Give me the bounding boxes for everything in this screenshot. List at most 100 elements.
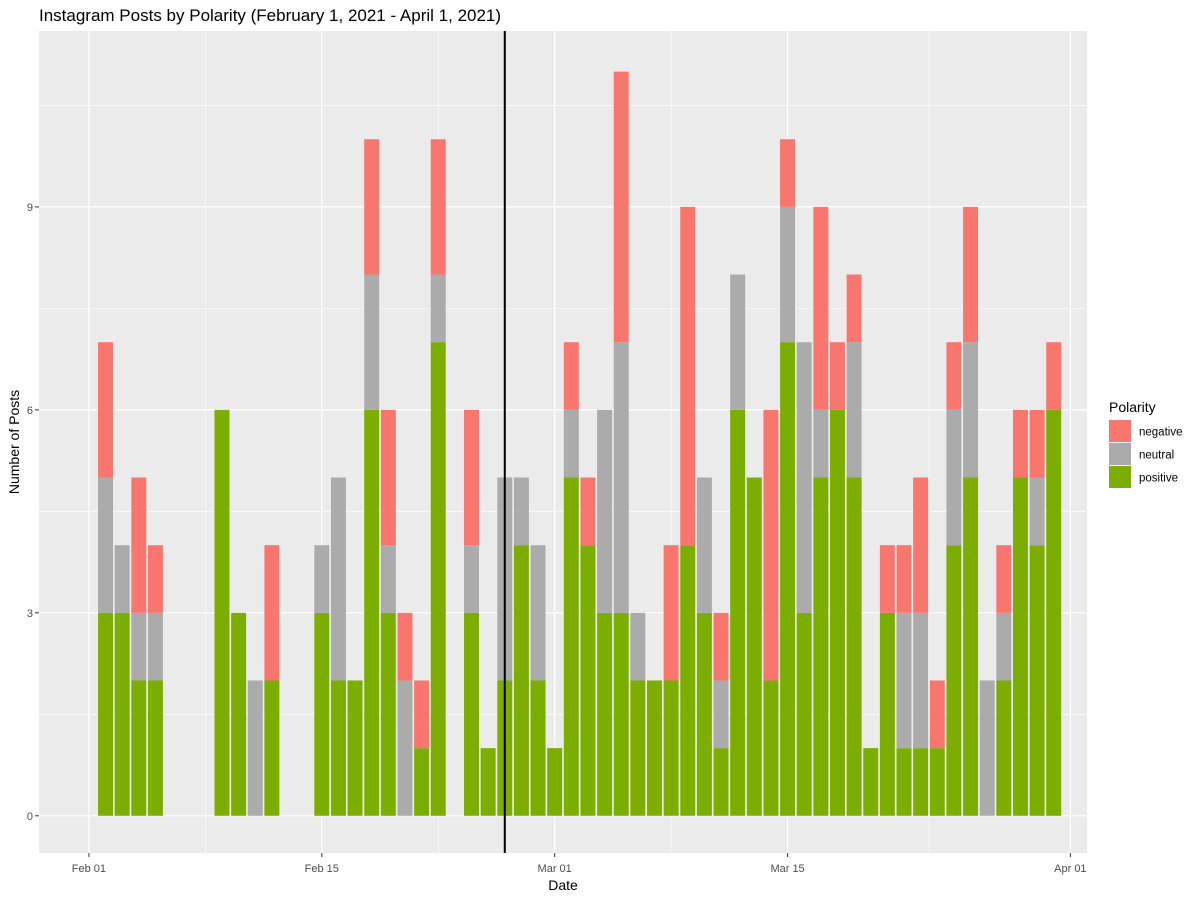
bar-negative bbox=[430, 139, 446, 275]
bar-negative bbox=[580, 477, 596, 546]
bar-neutral bbox=[131, 612, 147, 681]
bar-positive bbox=[946, 545, 962, 816]
bar-positive bbox=[746, 477, 762, 816]
bar-positive bbox=[330, 680, 346, 816]
bar-neutral bbox=[796, 342, 812, 613]
bar-positive bbox=[414, 748, 430, 816]
bar-positive bbox=[963, 477, 979, 816]
bar-positive bbox=[796, 612, 812, 816]
bar-positive bbox=[863, 748, 879, 816]
bar-positive bbox=[929, 748, 945, 816]
legend-key-positive bbox=[1109, 466, 1131, 488]
bar-neutral bbox=[147, 612, 163, 681]
legend-title: Polarity bbox=[1109, 399, 1156, 415]
bar-neutral bbox=[563, 409, 579, 478]
bar-positive bbox=[829, 409, 845, 816]
bar-positive bbox=[663, 680, 679, 816]
bar-positive bbox=[464, 612, 479, 816]
bar-neutral bbox=[114, 545, 130, 613]
bar-positive bbox=[563, 477, 579, 816]
bar-negative bbox=[98, 342, 114, 478]
bar-positive bbox=[380, 612, 396, 816]
bar-neutral bbox=[530, 545, 546, 681]
bar-positive bbox=[813, 477, 829, 816]
x-tick-label: Apr 01 bbox=[1054, 863, 1086, 875]
bar-negative bbox=[1012, 409, 1028, 478]
bar-neutral bbox=[979, 680, 995, 816]
legend-label-negative: negative bbox=[1139, 427, 1182, 439]
bar-positive bbox=[730, 409, 746, 816]
bar-neutral bbox=[597, 409, 613, 613]
legend: Polarity negative neutral positive bbox=[1109, 399, 1182, 488]
bar-positive bbox=[647, 680, 662, 816]
bar-neutral bbox=[813, 409, 829, 478]
bar-neutral bbox=[513, 477, 529, 546]
legend-label-positive: positive bbox=[1139, 473, 1178, 485]
bar-negative bbox=[996, 545, 1012, 613]
bar-negative bbox=[846, 274, 862, 343]
bar-negative bbox=[963, 206, 979, 343]
bar-neutral bbox=[1029, 477, 1045, 546]
bar-negative bbox=[829, 342, 845, 410]
bar-neutral bbox=[397, 680, 413, 816]
bar-positive bbox=[597, 612, 613, 816]
bar-positive bbox=[680, 545, 696, 816]
bar-positive bbox=[547, 748, 563, 816]
bar-positive bbox=[580, 545, 596, 816]
bar-negative bbox=[1046, 342, 1062, 410]
bar-positive bbox=[913, 748, 929, 816]
bar-neutral bbox=[247, 680, 263, 816]
x-axis-title: Date bbox=[548, 877, 578, 893]
bars bbox=[98, 71, 1062, 816]
bar-positive bbox=[1012, 477, 1028, 816]
y-tick-label: 0 bbox=[27, 811, 33, 823]
bar-negative bbox=[131, 477, 147, 613]
bar-positive bbox=[480, 748, 496, 816]
x-tick-label: Mar 15 bbox=[770, 863, 804, 875]
bar-positive bbox=[1029, 545, 1045, 816]
bar-positive bbox=[131, 680, 147, 816]
bar-neutral bbox=[963, 342, 979, 478]
bar-positive bbox=[780, 342, 796, 816]
bar-positive bbox=[879, 612, 895, 816]
bar-positive bbox=[530, 680, 546, 816]
bar-positive bbox=[98, 612, 114, 816]
y-tick-label: 3 bbox=[27, 608, 33, 620]
bar-neutral bbox=[630, 612, 646, 681]
x-tick-label: Mar 01 bbox=[538, 863, 572, 875]
bar-negative bbox=[713, 612, 729, 681]
bar-positive bbox=[214, 409, 230, 816]
bar-positive bbox=[314, 612, 330, 816]
bar-neutral bbox=[314, 545, 330, 613]
bar-neutral bbox=[730, 274, 746, 410]
bar-positive bbox=[147, 680, 163, 816]
bar-positive bbox=[231, 612, 247, 816]
bar-neutral bbox=[713, 680, 729, 749]
bar-negative bbox=[563, 342, 579, 410]
legend-label-neutral: neutral bbox=[1139, 450, 1174, 462]
bar-neutral bbox=[364, 274, 380, 410]
bar-positive bbox=[1046, 409, 1062, 816]
bar-neutral bbox=[913, 612, 929, 749]
y-axis: 0 3 6 9 bbox=[27, 202, 39, 823]
bar-positive bbox=[846, 477, 862, 816]
bar-neutral bbox=[846, 342, 862, 478]
bar-positive bbox=[763, 680, 779, 816]
bar-positive bbox=[696, 612, 712, 816]
bar-negative bbox=[780, 139, 796, 207]
legend-key-negative bbox=[1109, 420, 1131, 442]
y-tick-label: 6 bbox=[27, 405, 33, 417]
bar-negative bbox=[896, 545, 912, 613]
bar-positive bbox=[264, 680, 280, 816]
bar-negative bbox=[147, 545, 163, 613]
bar-positive bbox=[713, 748, 729, 816]
legend-key-neutral bbox=[1109, 443, 1131, 465]
bar-positive bbox=[630, 680, 646, 816]
bar-neutral bbox=[380, 545, 396, 613]
plot-panel bbox=[39, 31, 1087, 853]
bar-negative bbox=[364, 139, 380, 275]
bar-negative bbox=[1029, 409, 1045, 478]
x-tick-label: Feb 01 bbox=[72, 863, 106, 875]
chart-title: Instagram Posts by Polarity (February 1,… bbox=[39, 6, 502, 25]
bar-neutral bbox=[330, 477, 346, 681]
